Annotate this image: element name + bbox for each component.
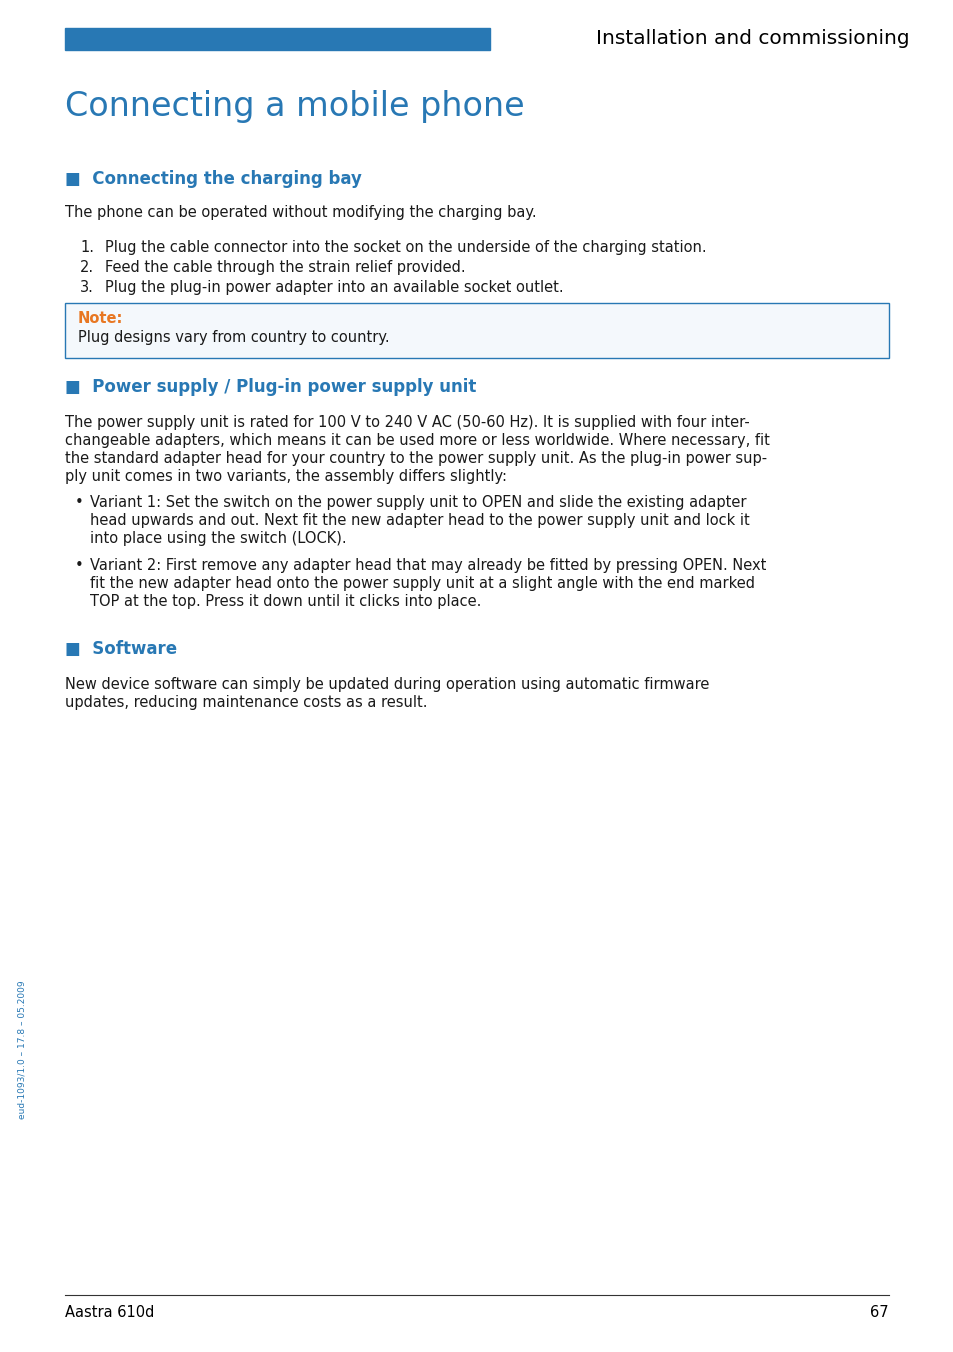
Text: Plug designs vary from country to country.: Plug designs vary from country to countr… [78,330,389,345]
Text: Variant 2: First remove any adapter head that may already be fitted by pressing : Variant 2: First remove any adapter head… [90,558,765,573]
FancyBboxPatch shape [65,303,888,358]
Text: 3.: 3. [80,280,93,295]
Text: New device software can simply be updated during operation using automatic firmw: New device software can simply be update… [65,677,709,692]
Text: •: • [75,558,84,573]
Text: ■  Connecting the charging bay: ■ Connecting the charging bay [65,170,361,188]
Text: head upwards and out. Next fit the new adapter head to the power supply unit and: head upwards and out. Next fit the new a… [90,512,749,529]
Text: updates, reducing maintenance costs as a result.: updates, reducing maintenance costs as a… [65,695,427,710]
Text: ■  Software: ■ Software [65,639,177,658]
Text: eud-1093/1.0 – 17.8 – 05.2009: eud-1093/1.0 – 17.8 – 05.2009 [17,980,27,1119]
Text: the standard adapter head for your country to the power supply unit. As the plug: the standard adapter head for your count… [65,452,766,466]
Text: •: • [75,495,84,510]
Text: into place using the switch (LOCK).: into place using the switch (LOCK). [90,531,346,546]
Text: TOP at the top. Press it down until it clicks into place.: TOP at the top. Press it down until it c… [90,594,481,608]
Text: The power supply unit is rated for 100 V to 240 V AC (50-60 Hz). It is supplied : The power supply unit is rated for 100 V… [65,415,749,430]
Text: Note:: Note: [78,311,123,326]
Text: Plug the plug-in power adapter into an available socket outlet.: Plug the plug-in power adapter into an a… [105,280,563,295]
Text: ply unit comes in two variants, the assembly differs slightly:: ply unit comes in two variants, the asse… [65,469,506,484]
Text: Aastra 610d: Aastra 610d [65,1305,154,1320]
Text: Connecting a mobile phone: Connecting a mobile phone [65,91,524,123]
Bar [65,28,490,50]
Text: fit the new adapter head onto the power supply unit at a slight angle with the e: fit the new adapter head onto the power … [90,576,754,591]
Text: changeable adapters, which means it can be used more or less worldwide. Where ne: changeable adapters, which means it can … [65,433,769,448]
Text: Installation and commissioning: Installation and commissioning [596,28,909,49]
Text: The phone can be operated without modifying the charging bay.: The phone can be operated without modify… [65,206,536,220]
Text: Feed the cable through the strain relief provided.: Feed the cable through the strain relief… [105,260,465,274]
Text: Variant 1: Set the switch on the power supply unit to OPEN and slide the existin: Variant 1: Set the switch on the power s… [90,495,745,510]
Text: Plug the cable connector into the socket on the underside of the charging statio: Plug the cable connector into the socket… [105,241,706,256]
Text: 1.: 1. [80,241,94,256]
Text: 67: 67 [869,1305,888,1320]
Text: 2.: 2. [80,260,94,274]
Text: ■  Power supply / Plug-in power supply unit: ■ Power supply / Plug-in power supply un… [65,379,476,396]
